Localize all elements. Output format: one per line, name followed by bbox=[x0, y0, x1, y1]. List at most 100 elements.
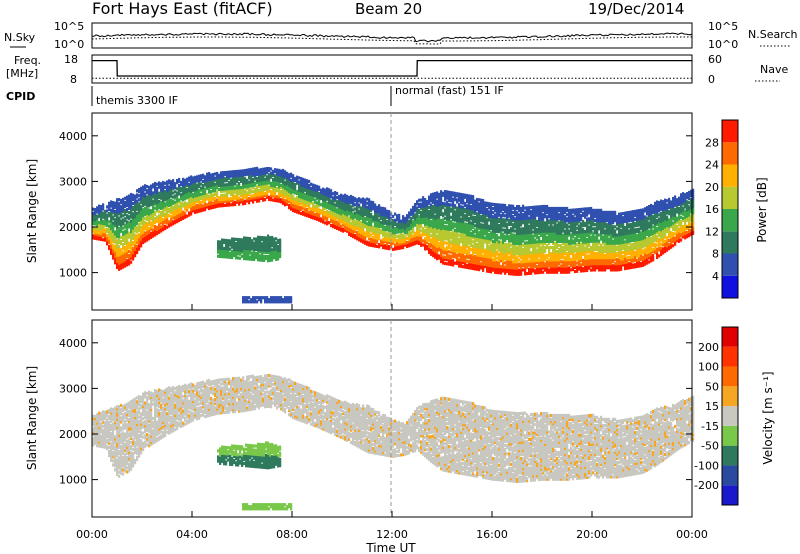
power-cell bbox=[350, 195, 352, 198]
power-cell bbox=[498, 203, 500, 206]
power-cell bbox=[470, 221, 472, 224]
power-cell bbox=[478, 202, 480, 205]
power-cell bbox=[354, 197, 356, 200]
power-cell bbox=[428, 210, 430, 213]
power-cell bbox=[484, 201, 486, 204]
power-cell bbox=[536, 249, 538, 252]
power-cell bbox=[200, 201, 202, 204]
power-cell bbox=[250, 188, 252, 191]
power-cell bbox=[532, 235, 534, 238]
power-cell bbox=[302, 211, 304, 214]
power-cell bbox=[132, 206, 134, 209]
power-cell bbox=[534, 239, 536, 242]
power-cell bbox=[406, 241, 408, 244]
power-cell bbox=[140, 187, 142, 190]
power-cell bbox=[462, 206, 464, 209]
power-cell bbox=[488, 233, 490, 236]
power-cell bbox=[508, 229, 510, 232]
power-cell bbox=[290, 173, 292, 176]
power-cell bbox=[300, 212, 302, 215]
power-cell bbox=[430, 249, 432, 252]
power-cell bbox=[230, 179, 232, 182]
power-cell bbox=[324, 189, 326, 192]
power-cell bbox=[170, 215, 172, 218]
power-cell bbox=[142, 208, 144, 211]
beam-title: Beam 20 bbox=[355, 0, 422, 18]
power-cell bbox=[294, 177, 296, 180]
power-cell bbox=[486, 202, 488, 205]
power-cell bbox=[540, 246, 542, 249]
power-cell bbox=[238, 182, 240, 185]
power-cell bbox=[262, 168, 264, 171]
power-cell bbox=[508, 235, 510, 238]
power-cell bbox=[428, 196, 430, 199]
power-cell bbox=[218, 174, 220, 177]
power-cell bbox=[450, 232, 452, 235]
power-cell bbox=[358, 210, 360, 213]
power-cell bbox=[492, 240, 494, 243]
power-cell bbox=[460, 205, 462, 208]
power-cell bbox=[370, 234, 372, 237]
power-cell bbox=[464, 208, 466, 211]
power-cell bbox=[420, 229, 422, 232]
power-cell bbox=[144, 217, 146, 220]
power-cell bbox=[502, 233, 504, 236]
power-cell bbox=[476, 243, 478, 246]
power-cell bbox=[512, 211, 514, 214]
power-cell bbox=[532, 230, 534, 233]
power-cell bbox=[354, 212, 356, 215]
power-cell bbox=[460, 246, 462, 249]
power-cell bbox=[170, 199, 172, 202]
power-cell bbox=[160, 182, 162, 185]
nave-label: Nave bbox=[760, 63, 788, 76]
power-cell bbox=[518, 269, 520, 272]
power-cell bbox=[172, 200, 174, 203]
power-cell bbox=[508, 204, 510, 207]
power-cell bbox=[356, 198, 358, 201]
power-cell bbox=[468, 260, 470, 263]
power-cell bbox=[196, 184, 198, 187]
power-cell bbox=[96, 206, 98, 209]
power-cell bbox=[472, 216, 474, 219]
power-cell bbox=[518, 205, 520, 208]
power-cell bbox=[368, 241, 370, 244]
power-cell bbox=[464, 202, 466, 205]
power-cell bbox=[460, 193, 462, 196]
power-cell bbox=[336, 200, 338, 203]
power-cell bbox=[318, 208, 320, 211]
power-cell bbox=[424, 237, 426, 240]
power-cell bbox=[488, 210, 490, 213]
power-cell bbox=[548, 246, 550, 249]
power-cell bbox=[168, 208, 170, 211]
power-cell bbox=[452, 230, 454, 233]
power-cell bbox=[558, 267, 560, 270]
power-cell bbox=[250, 195, 252, 198]
power-cell bbox=[548, 269, 550, 272]
power-cell bbox=[520, 207, 522, 210]
power-cell bbox=[454, 204, 456, 207]
power-cell bbox=[128, 242, 130, 245]
power-cell bbox=[164, 190, 166, 193]
power-cell bbox=[518, 263, 520, 266]
power-cell bbox=[466, 194, 468, 197]
power-cell bbox=[202, 204, 204, 207]
power-cell bbox=[562, 246, 564, 249]
power-cell bbox=[444, 241, 446, 244]
nsky-tick-top: 10^5 bbox=[54, 20, 84, 33]
freq-panel: Freq. [MHz] 18 8 60 0 Nave bbox=[6, 53, 788, 86]
power-cell bbox=[252, 168, 254, 171]
power-cell bbox=[560, 264, 562, 267]
power-cell bbox=[474, 228, 476, 231]
power-cell bbox=[224, 204, 226, 207]
power-cell bbox=[364, 231, 366, 234]
power-cell bbox=[474, 255, 476, 258]
power-cell bbox=[208, 172, 210, 175]
power-cell bbox=[550, 252, 552, 255]
power-cell bbox=[562, 260, 564, 263]
power-cell bbox=[154, 211, 156, 214]
power-cell bbox=[546, 205, 548, 208]
power-cell bbox=[130, 261, 132, 264]
power-cell bbox=[244, 177, 246, 180]
power-cell bbox=[280, 184, 282, 187]
power-cell bbox=[268, 173, 270, 176]
